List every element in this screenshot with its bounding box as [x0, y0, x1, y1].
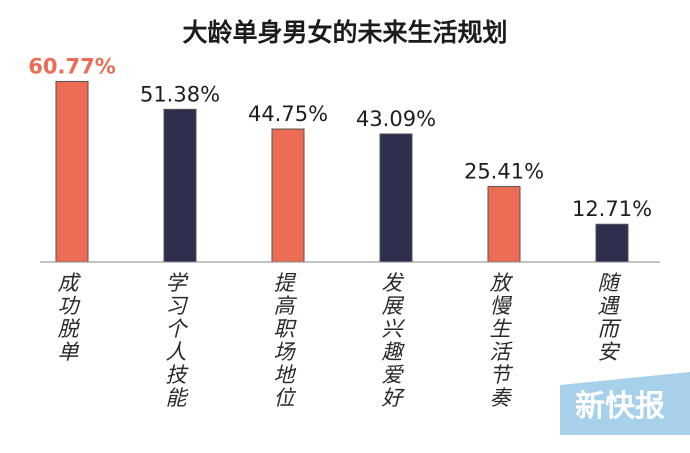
category-label-3-char-5: 好 — [382, 386, 406, 410]
category-label-4-char-0: 放 — [490, 271, 514, 295]
category-label-4-char-2: 生 — [490, 317, 513, 341]
category-label-0-char-0: 成 — [58, 271, 82, 295]
category-label-0-char-3: 单 — [58, 340, 80, 364]
bar-5 — [595, 223, 629, 263]
bars-group — [55, 80, 629, 263]
value-label-3: 43.09% — [356, 107, 436, 131]
category-label-2-char-5: 位 — [274, 386, 297, 410]
category-label-5-char-3: 安 — [598, 340, 621, 364]
category-label-0-char-1: 功 — [58, 294, 81, 318]
bar-3 — [379, 133, 413, 263]
category-label-5-char-1: 遇 — [598, 294, 621, 318]
bar-1 — [163, 108, 197, 263]
value-label-5: 12.71% — [572, 197, 652, 221]
category-label-4-char-1: 慢 — [490, 294, 513, 318]
bar-4 — [487, 185, 521, 263]
category-label-3-char-0: 发 — [382, 271, 405, 295]
watermark-logo: 新快报 — [560, 372, 690, 435]
watermark-text: 新快报 — [575, 389, 665, 424]
category-label-1-char-5: 能 — [166, 386, 189, 410]
category-label-3-char-1: 展 — [382, 294, 405, 318]
category-label-1-char-0: 学 — [166, 271, 190, 295]
value-labels-group: 60.77% 51.38% 44.75% 43.09% 25.41% 12.71% — [28, 54, 652, 221]
category-label-4-char-5: 奏 — [490, 386, 513, 410]
value-label-4: 25.41% — [464, 159, 544, 183]
category-label-2-char-4: 地 — [274, 363, 297, 387]
category-label-0-char-2: 脱 — [58, 317, 81, 341]
category-label-2-char-3: 场 — [274, 340, 297, 364]
category-label-1-char-2: 个 — [166, 317, 189, 341]
category-label-5-char-0: 随 — [598, 271, 622, 295]
category-label-5-char-2: 而 — [598, 317, 623, 341]
value-label-1: 51.38% — [140, 82, 220, 106]
watermark-background — [560, 372, 690, 435]
value-label-2: 44.75% — [248, 102, 328, 126]
category-label-2-char-0: 提 — [274, 271, 297, 295]
category-label-3-char-3: 趣 — [382, 340, 406, 364]
category-label-4-char-3: 活 — [490, 340, 514, 364]
bar-2 — [271, 128, 305, 263]
category-label-3-char-4: 爱 — [382, 363, 405, 387]
category-label-4-char-4: 节 — [490, 363, 514, 387]
category-label-1-char-4: 技 — [166, 363, 190, 387]
category-label-1-char-1: 习 — [166, 294, 189, 318]
value-label-0: 60.77% — [28, 54, 115, 78]
category-label-2-char-1: 高 — [274, 294, 298, 318]
category-label-1-char-3: 人 — [166, 340, 187, 364]
category-label-3-char-2: 兴 — [382, 317, 406, 341]
bar-0 — [55, 80, 89, 263]
chart-title: 大龄单身男女的未来生活规划 — [182, 18, 507, 47]
category-label-2-char-2: 职 — [274, 317, 298, 341]
